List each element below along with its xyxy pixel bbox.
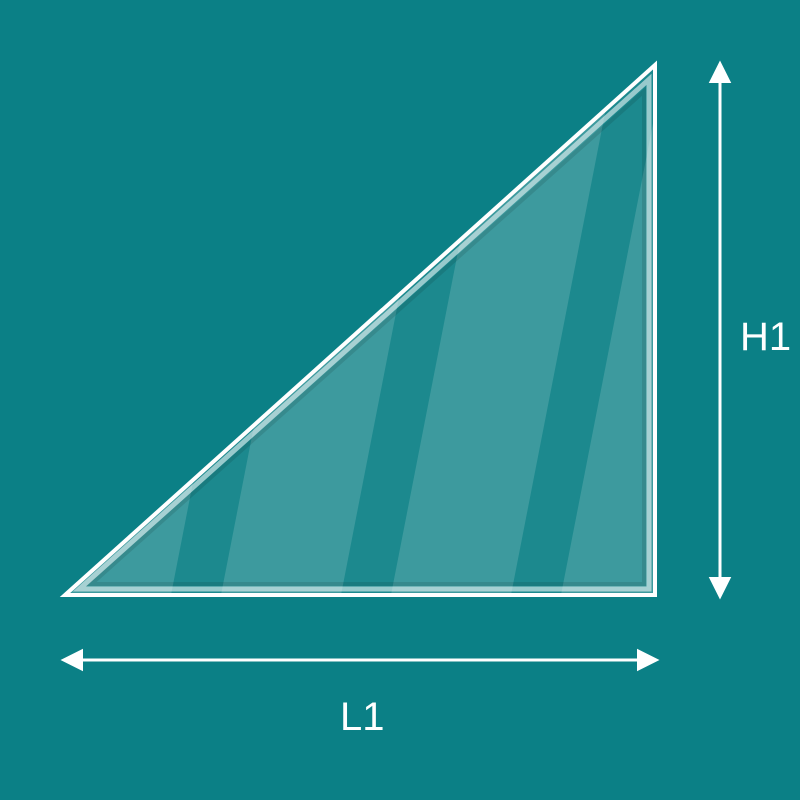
diagram-svg — [0, 0, 800, 800]
width-label: L1 — [340, 695, 385, 740]
height-label: H1 — [740, 315, 791, 360]
diagram-canvas: L1 H1 — [0, 0, 800, 800]
